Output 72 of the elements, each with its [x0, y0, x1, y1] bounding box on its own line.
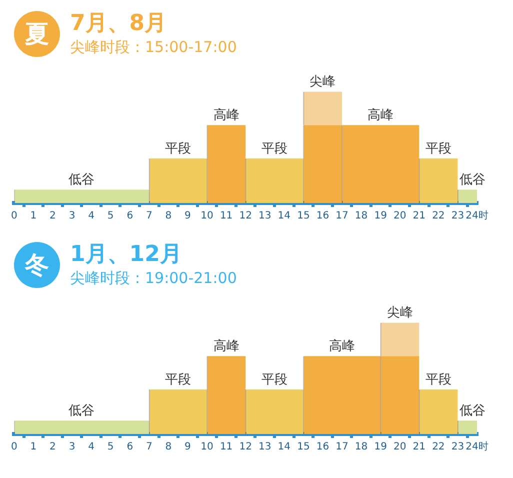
- x-tick-label: 22: [432, 442, 445, 453]
- x-tick-label: 18: [354, 442, 368, 453]
- x-tick-label: 8: [165, 442, 172, 453]
- x-tick-label: 23: [451, 210, 464, 222]
- x-tick-label: 1: [30, 210, 37, 222]
- x-tick-label: 14: [278, 210, 291, 222]
- x-tick-label: 4: [88, 210, 95, 222]
- x-tick-label: 15: [297, 442, 310, 453]
- x-tick-label: 7: [146, 210, 152, 222]
- x-tick-label: 17: [336, 210, 348, 222]
- x-tick-label: 10: [200, 442, 214, 453]
- x-tick-label: 17: [336, 442, 348, 453]
- chart-title: 7月、8月: [70, 11, 168, 37]
- x-tick-label: 19: [374, 210, 387, 222]
- x-tick-label: 11: [220, 210, 233, 222]
- circle-badge: 冬: [14, 242, 60, 288]
- chart-subtitle: 尖峰时段：19:00-21:00: [70, 268, 237, 288]
- x-tick-label: 2: [50, 210, 56, 222]
- annotation: 平段: [165, 141, 192, 156]
- x-tick-label: 4: [88, 442, 95, 453]
- x-tick-label: 2: [50, 442, 56, 453]
- annotation: 尖峰: [386, 306, 413, 321]
- x-tick-label: 20: [393, 442, 406, 453]
- x-tick-label: 12: [239, 210, 252, 222]
- annotation: 低谷: [68, 172, 95, 188]
- x-tick-label: 14: [278, 442, 291, 453]
- annotation: 平段: [425, 372, 452, 388]
- annotation: 高峰: [213, 107, 240, 124]
- annotation: 高峰: [213, 338, 240, 354]
- x-tick-label: 15: [297, 210, 310, 222]
- x-tick-label: 11: [220, 442, 233, 453]
- annotation: 高峰: [368, 107, 394, 124]
- x-tick-label: 20: [393, 210, 406, 222]
- circle-badge: 夏: [14, 11, 60, 57]
- x-tick-label: 13: [258, 442, 272, 453]
- x-tick-label: 21: [412, 210, 426, 222]
- x-tick-label: 16: [316, 442, 330, 453]
- x-tick-label: 0: [10, 442, 18, 453]
- x-tick-label: 9: [184, 442, 191, 453]
- annotation: 尖峰: [310, 74, 336, 90]
- x-tick-label: 8: [165, 210, 172, 222]
- x-tick-label: 24时: [466, 440, 488, 453]
- annotation: 平段: [425, 141, 452, 156]
- x-tick-label: 19: [374, 442, 387, 453]
- chart-subtitle: 尖峰时段：15:00-17:00: [70, 37, 237, 57]
- annotation: 平段: [165, 372, 192, 388]
- x-tick-label: 3: [68, 442, 76, 453]
- x-tick-label: 23: [451, 442, 464, 453]
- x-tick-label: 9: [184, 210, 191, 222]
- x-tick-label: 5: [107, 210, 114, 222]
- chart-title: 1月、12月: [70, 242, 183, 268]
- annotation: 低谷: [460, 404, 486, 419]
- x-tick-label: 12: [239, 442, 252, 453]
- x-tick-label: 21: [412, 442, 426, 453]
- annotation: 高峰: [329, 338, 356, 354]
- x-tick-label: 24时: [466, 210, 488, 222]
- annotation: 低谷: [68, 404, 95, 419]
- x-tick-label: 7: [146, 442, 152, 453]
- x-tick-label: 6: [126, 210, 134, 222]
- x-tick-label: 6: [126, 442, 134, 453]
- annotation: 平段: [262, 372, 288, 388]
- x-tick-label: 3: [68, 210, 76, 222]
- x-tick-label: 5: [107, 442, 114, 453]
- x-tick-label: 13: [258, 210, 272, 222]
- x-tick-label: 10: [200, 210, 214, 222]
- x-tick-label: 16: [316, 210, 330, 222]
- x-tick-label: 18: [354, 210, 368, 222]
- annotation: 平段: [262, 141, 288, 156]
- x-tick-label: 22: [432, 210, 445, 222]
- x-tick-label: 0: [10, 210, 18, 222]
- x-tick-label: 1: [30, 442, 37, 453]
- annotation: 低谷: [460, 172, 486, 188]
